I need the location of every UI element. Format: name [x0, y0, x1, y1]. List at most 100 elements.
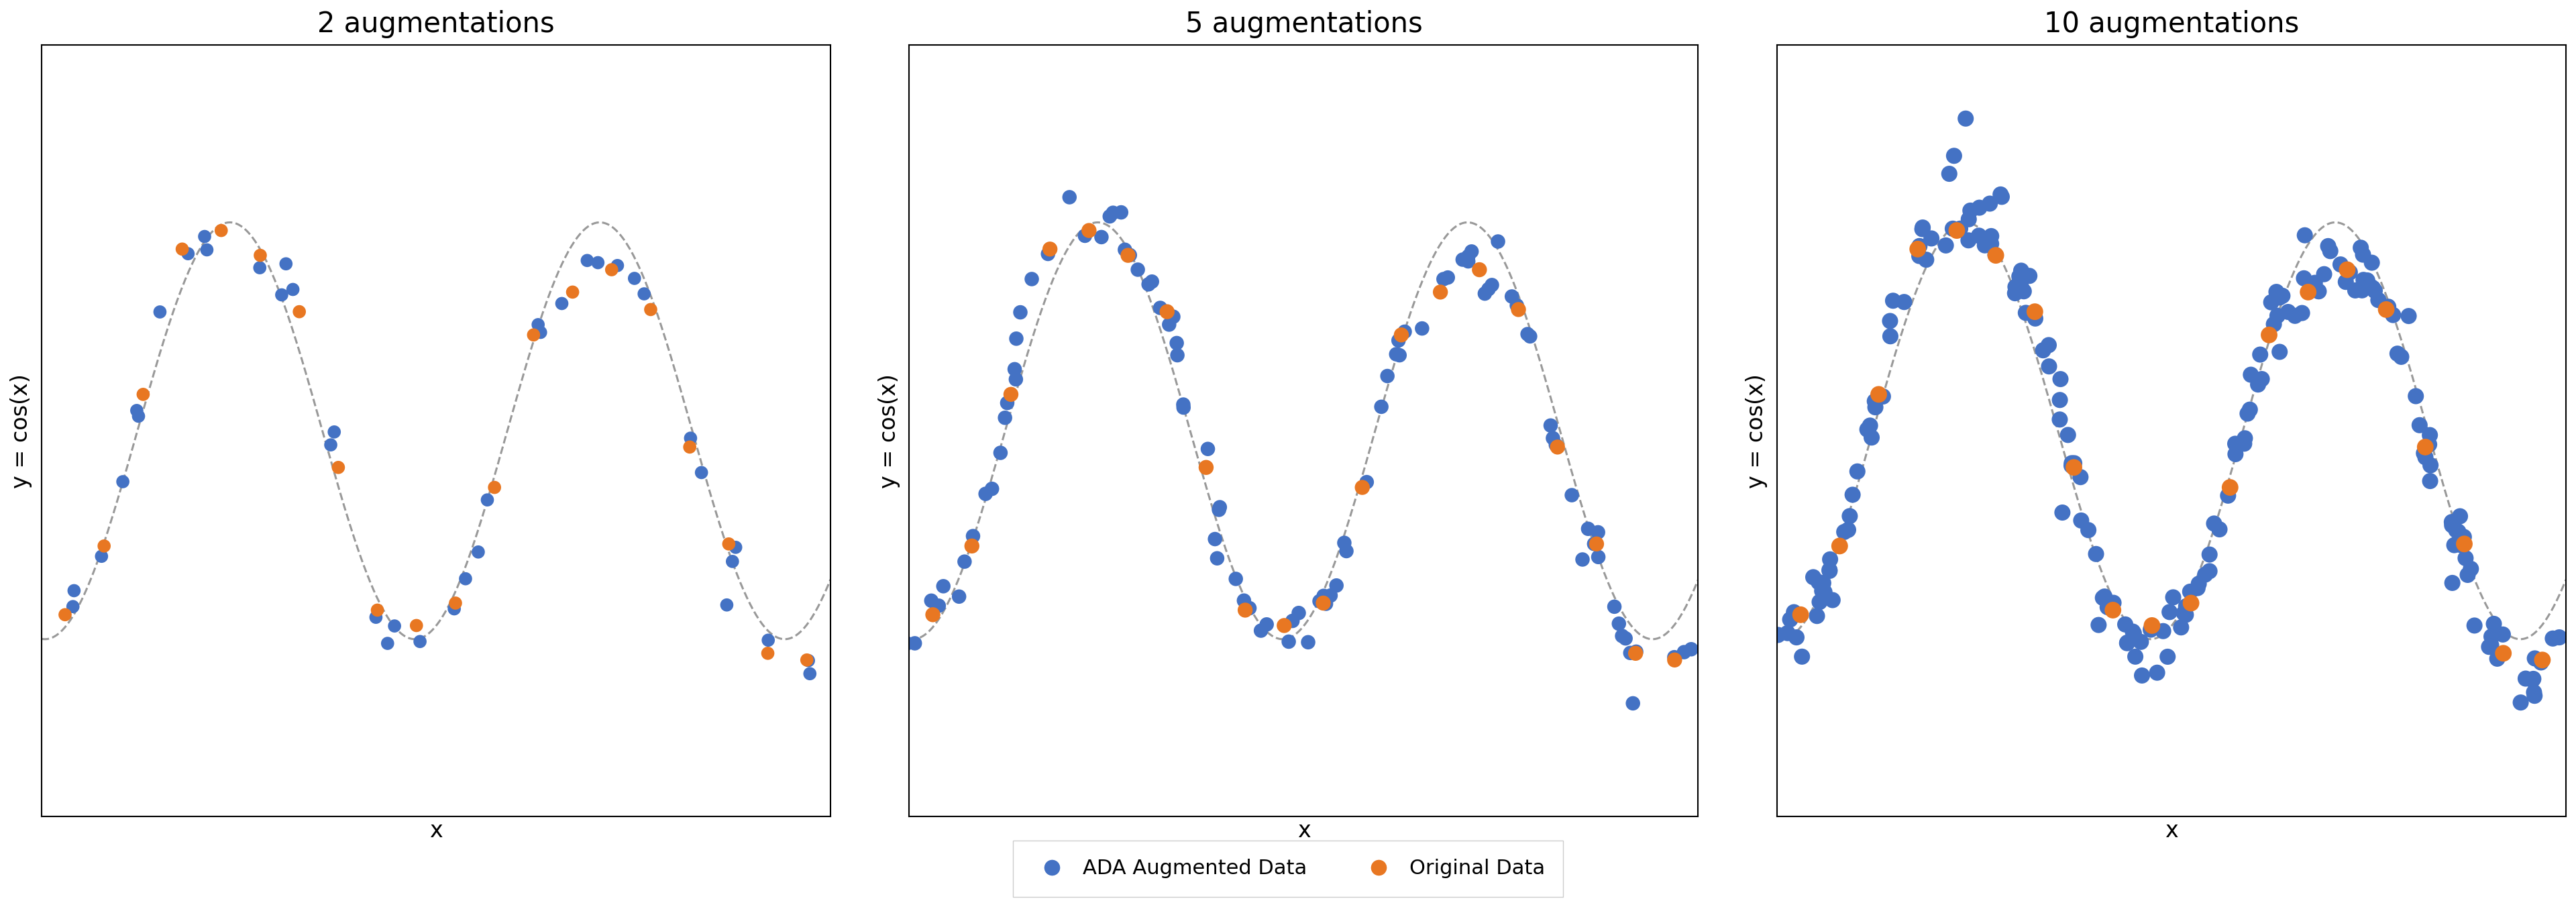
Point — [459, 545, 500, 560]
Point — [2053, 460, 2094, 474]
Point — [1306, 597, 1347, 611]
Point — [577, 256, 618, 270]
Point — [1965, 238, 2007, 252]
Point — [2329, 265, 2370, 279]
Point — [2239, 377, 2280, 392]
Point — [2504, 671, 2545, 686]
Point — [2002, 274, 2043, 288]
Point — [1146, 305, 1188, 319]
Point — [1767, 626, 1808, 640]
Point — [2002, 263, 2043, 278]
Point — [2445, 551, 2486, 565]
Point — [2512, 671, 2553, 686]
Point — [711, 554, 752, 569]
Point — [1577, 537, 1618, 551]
Point — [1937, 223, 1978, 238]
Point — [2179, 577, 2221, 591]
Legend: ADA Augmented Data, Original Data: ADA Augmented Data, Original Data — [1012, 841, 1564, 897]
Point — [2053, 458, 2094, 473]
Point — [1028, 247, 1069, 261]
Point — [2143, 624, 2184, 639]
Point — [2342, 248, 2383, 262]
Point — [2061, 470, 2102, 484]
Point — [894, 636, 935, 650]
Point — [278, 305, 319, 319]
Point — [917, 599, 958, 613]
Point — [912, 593, 953, 608]
Point — [139, 305, 180, 319]
Point — [1195, 532, 1236, 546]
Point — [1131, 274, 1172, 288]
Point — [1862, 389, 1904, 404]
Title: 10 augmentations: 10 augmentations — [2043, 10, 2298, 38]
Point — [2378, 346, 2419, 361]
Point — [2123, 668, 2164, 683]
Point — [1870, 329, 1911, 344]
Point — [1378, 348, 1419, 363]
Point — [1857, 387, 1899, 402]
Point — [1311, 589, 1352, 603]
Point — [716, 540, 757, 554]
Point — [1577, 525, 1618, 540]
Point — [1899, 249, 1940, 263]
Point — [1615, 646, 1656, 660]
Point — [167, 247, 209, 261]
Point — [1772, 605, 1814, 619]
Point — [124, 387, 165, 402]
Point — [2380, 349, 2421, 364]
Point — [2409, 473, 2450, 488]
Point — [2022, 343, 2063, 357]
Point — [397, 619, 438, 633]
Point — [1100, 205, 1141, 219]
Point — [1829, 509, 1870, 523]
Point — [2519, 655, 2561, 669]
Point — [1157, 348, 1198, 363]
Point — [2257, 285, 2298, 299]
Point — [1229, 601, 1270, 616]
Point — [2282, 306, 2324, 320]
Point — [1298, 594, 1340, 609]
Point — [2177, 580, 2218, 595]
Point — [1185, 460, 1226, 474]
Point — [1200, 500, 1242, 514]
Point — [2522, 653, 2563, 668]
Point — [2184, 568, 2226, 582]
Point — [1383, 325, 1425, 339]
Point — [162, 242, 204, 257]
Title: 5 augmentations: 5 augmentations — [1185, 10, 1422, 38]
Point — [1224, 593, 1265, 608]
Point — [2087, 600, 2128, 614]
Point — [185, 242, 227, 257]
Point — [1162, 400, 1203, 414]
Point — [2439, 509, 2481, 523]
Point — [2409, 428, 2450, 443]
Point — [2115, 649, 2156, 664]
Point — [938, 590, 979, 604]
Point — [1316, 579, 1358, 593]
Point — [1265, 619, 1306, 633]
Point — [1971, 229, 2012, 243]
Point — [1347, 475, 1388, 490]
Point — [2303, 267, 2344, 281]
Point — [2223, 436, 2264, 451]
Point — [2050, 458, 2092, 473]
Point — [2468, 639, 2509, 654]
Point — [1826, 522, 1868, 537]
Point — [1837, 464, 1878, 479]
Point — [2092, 596, 2133, 610]
Point — [1605, 631, 1646, 646]
Point — [1463, 287, 1504, 301]
Point — [2079, 618, 2120, 632]
Point — [2259, 345, 2300, 359]
Point — [1901, 222, 1942, 237]
Point — [520, 325, 562, 339]
Point — [1303, 589, 1345, 603]
Point — [1795, 609, 1837, 623]
Point — [2367, 299, 2409, 314]
Point — [2326, 262, 2367, 277]
Point — [466, 493, 507, 507]
Point — [1381, 327, 1422, 342]
Point — [1610, 646, 1651, 660]
X-axis label: x: x — [1298, 820, 1311, 843]
Point — [2257, 308, 2298, 323]
